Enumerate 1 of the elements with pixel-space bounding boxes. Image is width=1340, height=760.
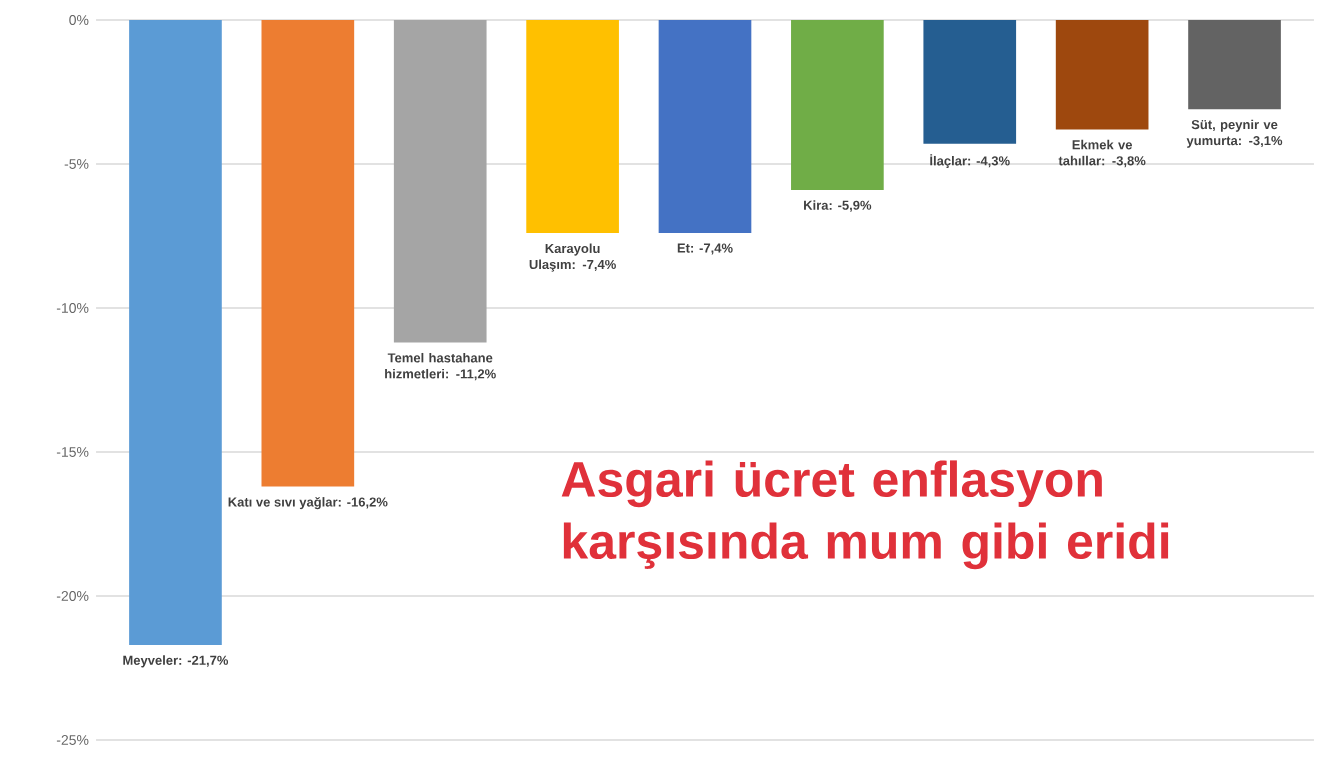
text: Asgari ücret enflasyon karşısında mum gibi eridi (561, 460, 1169, 570)
